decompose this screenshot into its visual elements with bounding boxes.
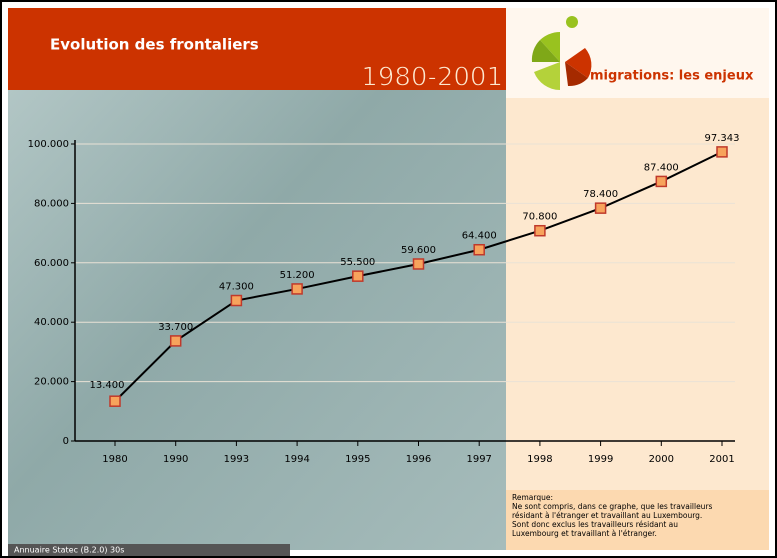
marker xyxy=(716,146,728,158)
x-tick-label: 1996 xyxy=(406,454,431,465)
x-tick-label: 1999 xyxy=(588,454,613,465)
marker xyxy=(412,258,425,270)
marker xyxy=(230,294,243,307)
marker xyxy=(352,270,364,282)
x-tick-label: 1980 xyxy=(102,454,127,465)
x-tick-label: 1998 xyxy=(527,454,552,465)
note-line: Luxembourg et travaillant à l'étranger. xyxy=(512,529,657,538)
x-tick-label: 2001 xyxy=(709,454,734,465)
value-label: 70.800 xyxy=(522,212,557,223)
photo-area xyxy=(8,8,506,550)
value-label: 51.200 xyxy=(280,270,315,281)
value-label: 78.400 xyxy=(583,189,618,200)
y-tick-label: 60.000 xyxy=(34,258,69,269)
note-line: Ne sont compris, dans ce graphe, que les… xyxy=(512,502,713,511)
x-tick-label: 1993 xyxy=(224,454,249,465)
x-tick-label: 1995 xyxy=(345,454,370,465)
marker xyxy=(473,243,485,256)
y-tick-label: 80.000 xyxy=(34,198,69,209)
x-tick-label: 1994 xyxy=(284,454,309,465)
logo-icon xyxy=(531,16,592,90)
marker xyxy=(534,224,546,237)
x-tick-label: 2000 xyxy=(649,454,674,465)
source-bar xyxy=(8,544,290,556)
marker xyxy=(169,335,182,347)
x-tick-label: 1997 xyxy=(466,454,491,465)
note-box xyxy=(506,490,769,550)
value-label: 87.400 xyxy=(644,162,679,173)
note-title: Remarque: xyxy=(512,493,553,502)
side-area xyxy=(506,8,769,550)
y-tick-label: 40.000 xyxy=(34,317,69,328)
value-label: 13.400 xyxy=(90,380,125,391)
chart-title: Evolution des frontaliers xyxy=(50,36,259,54)
value-label: 33.700 xyxy=(158,322,193,333)
value-label: 97.343 xyxy=(705,133,740,144)
title-banner xyxy=(8,8,506,90)
x-tick-label: 1990 xyxy=(163,454,188,465)
logo-text: migrations: les enjeux xyxy=(590,69,754,84)
marker xyxy=(291,283,303,295)
y-tick-label: 100.000 xyxy=(28,139,69,150)
chart-subtitle: 1980-2001 xyxy=(361,63,503,93)
value-label: 59.600 xyxy=(401,245,436,256)
y-tick-label: 0 xyxy=(63,436,69,447)
value-label: 55.500 xyxy=(340,257,375,268)
marker xyxy=(109,395,121,407)
note-line: Sont donc exclus les travailleurs résida… xyxy=(512,520,678,529)
note-line: résidant à l'étranger et travaillant au … xyxy=(512,511,702,520)
source: Annuaire Statec (B.2.0) 30s xyxy=(14,546,124,555)
value-label: 64.400 xyxy=(462,231,497,242)
y-tick-label: 20.000 xyxy=(34,377,69,388)
marker xyxy=(594,202,607,214)
value-label: 47.300 xyxy=(219,282,254,293)
marker xyxy=(655,175,668,188)
